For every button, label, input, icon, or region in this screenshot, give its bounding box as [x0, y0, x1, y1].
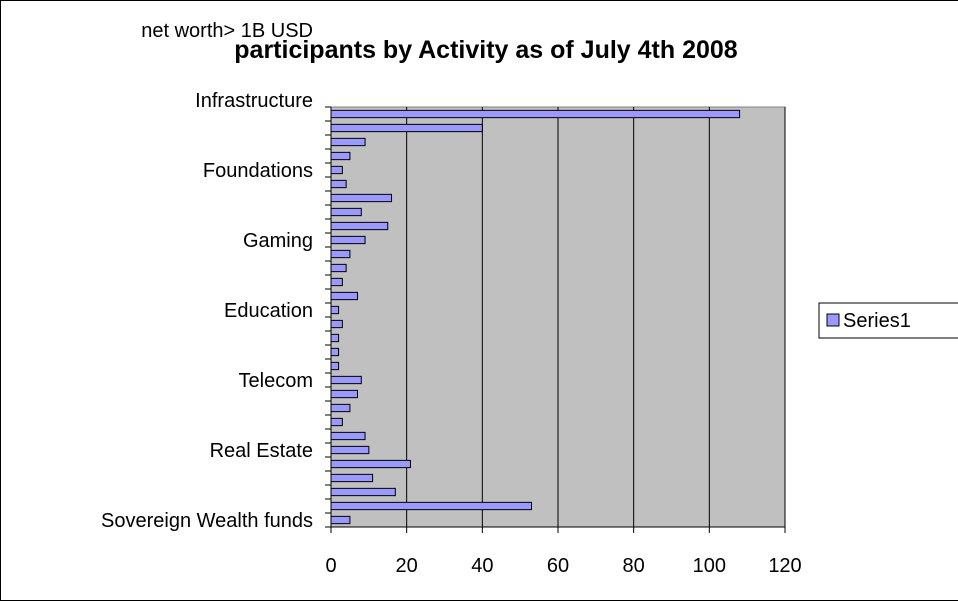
y-axis: Sovereign Wealth funds Real Estate Telecom… — [101, 20, 332, 532]
category-label: Infrastructure — [195, 90, 313, 112]
bar-9 — [330, 389, 358, 399]
bar-11 — [330, 361, 340, 371]
bar-17 — [330, 277, 343, 287]
x-tick-label-100: 100 — [693, 555, 726, 577]
bar-16 — [330, 291, 358, 301]
bar-20 — [330, 235, 366, 245]
category-label: net worth> 1B USD — [141, 20, 313, 42]
x-tick-label-80: 80 — [623, 555, 645, 577]
x-tick-label-0: 0 — [325, 555, 336, 577]
x-tick-label-120: 120 — [768, 555, 801, 577]
x-axis: 0 20 40 60 80 100 120 — [325, 526, 802, 577]
bar-7 — [330, 417, 343, 427]
bar-10 — [330, 375, 362, 385]
bar-2 — [330, 487, 396, 497]
bar-29 — [330, 109, 741, 119]
bar-1 — [330, 501, 533, 511]
category-label: Gaming — [243, 230, 313, 252]
bar-22 — [330, 207, 362, 217]
x-tick-label-20: 20 — [396, 555, 418, 577]
category-label: Telecom — [239, 370, 313, 392]
bar-21 — [330, 221, 389, 231]
bar-12 — [330, 347, 340, 357]
bar-15 — [330, 305, 340, 315]
bar-23 — [330, 193, 393, 203]
category-label: Foundations — [203, 160, 313, 182]
bar-24 — [330, 179, 347, 189]
legend-swatch-series1 — [826, 313, 840, 327]
bar-27 — [330, 137, 366, 147]
bar-26 — [330, 151, 351, 161]
bar-4 — [330, 459, 411, 469]
bar-14 — [330, 319, 343, 329]
category-label: Education — [224, 300, 313, 322]
legend-label-series1: Series1 — [843, 310, 911, 332]
legend: Series1 — [818, 302, 958, 339]
category-label: Real Estate — [210, 440, 313, 462]
bar-13 — [330, 333, 340, 343]
bar-8 — [330, 403, 351, 413]
x-tick-label-40: 40 — [471, 555, 493, 577]
gridlines — [406, 107, 786, 527]
bars — [330, 109, 741, 525]
bar-6 — [330, 431, 366, 441]
x-tick-label-60: 60 — [547, 555, 569, 577]
bar-5 — [330, 445, 370, 455]
chart-title: participants by Activity as of July 4th … — [234, 36, 738, 64]
bar-19 — [330, 249, 351, 259]
legend-box — [818, 302, 958, 339]
bar-25 — [330, 165, 343, 175]
category-label: Sovereign Wealth funds — [101, 510, 313, 532]
bar-3 — [330, 473, 374, 483]
bar-0 — [330, 515, 351, 525]
bar-28 — [330, 123, 483, 133]
bar-18 — [330, 263, 347, 273]
